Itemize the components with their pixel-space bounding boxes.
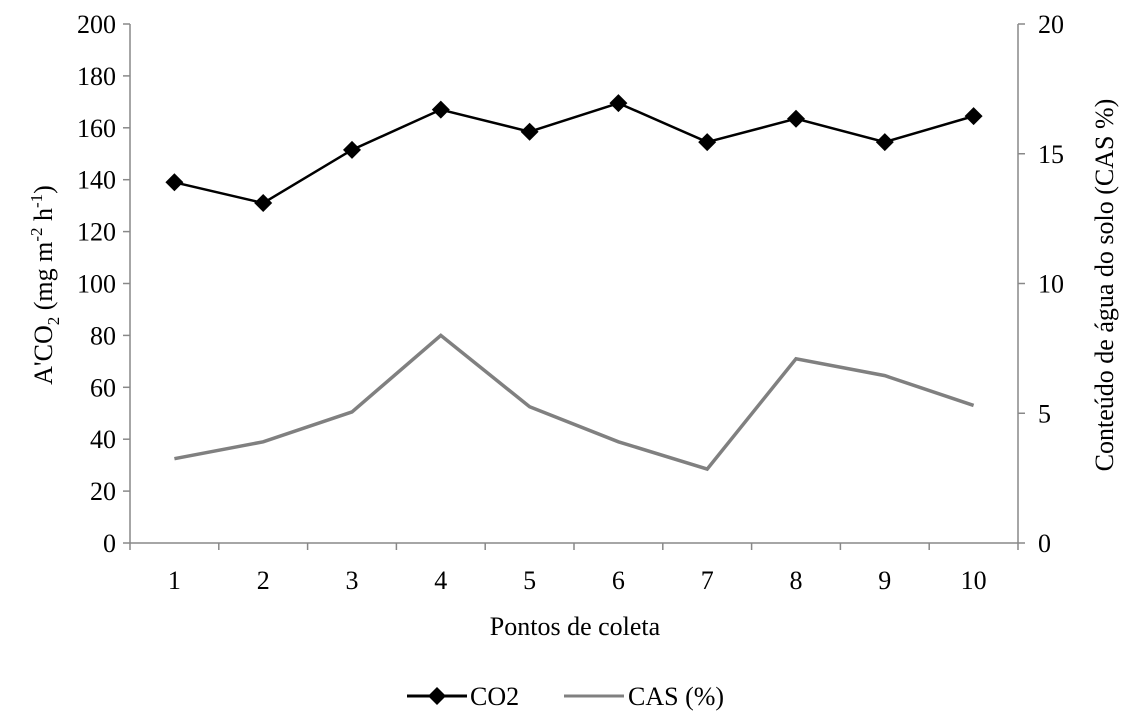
- right-axis-title: Conteúdo de água do solo (CAS %): [1090, 99, 1119, 472]
- series-line-cas: [174, 333, 975, 472]
- x-tick-label: 2: [257, 566, 270, 595]
- right-tick-label: 15: [1038, 140, 1064, 169]
- right-tick-label: 0: [1038, 529, 1051, 558]
- x-tick-label: 1: [168, 566, 181, 595]
- legend-item-co2: CO2: [407, 682, 519, 711]
- series-line-co2: [174, 101, 974, 205]
- left-tick-label: 40: [90, 425, 116, 454]
- right-tick-label: 10: [1038, 270, 1064, 299]
- y-axis-title-superscript-1: -2: [27, 227, 46, 241]
- x-axis-ticks: 1 2 3 4 5 6 7 8 9 10: [129, 543, 1019, 595]
- y-axis-title: A'CO2 (mg m-2 h-1): [27, 185, 63, 385]
- right-axis-ticks: 0 5 10 15 20: [1018, 10, 1064, 558]
- y-axis-title-end: ): [29, 185, 58, 194]
- co2-point: [964, 107, 983, 126]
- x-tick-label: 9: [878, 566, 891, 595]
- co2-point: [787, 109, 805, 128]
- co2-point: [609, 94, 628, 113]
- y-axis-title-subscript: 2: [44, 317, 63, 326]
- legend-marker-co2: [428, 687, 446, 705]
- y-axis-title-base: A'CO: [29, 325, 58, 385]
- legend-label-cas: CAS (%): [628, 682, 724, 711]
- x-tick-label: 3: [346, 566, 359, 595]
- x-tick-label: 4: [434, 566, 447, 595]
- legend: CO2 CAS (%): [407, 682, 724, 711]
- left-tick-label: 20: [90, 477, 116, 506]
- left-tick-label: 80: [90, 321, 116, 350]
- left-tick-label: 60: [90, 373, 116, 402]
- left-tick-label: 100: [77, 270, 116, 299]
- right-tick-label: 5: [1038, 399, 1051, 428]
- left-tick-label: 120: [77, 218, 116, 247]
- co2-point: [343, 140, 361, 159]
- x-tick-label: 5: [523, 566, 536, 595]
- co2-point: [254, 194, 273, 213]
- left-tick-label: 180: [77, 62, 116, 91]
- legend-item-cas: CAS (%): [564, 682, 724, 711]
- left-axis-ticks: 0 20 40 60 80 100 120 140 160 180 200: [77, 10, 130, 558]
- left-tick-label: 140: [77, 166, 116, 195]
- co2-point: [698, 133, 717, 152]
- x-tick-label: 10: [961, 566, 987, 595]
- co2-point: [431, 100, 450, 119]
- right-tick-label: 20: [1038, 10, 1064, 39]
- co2-point: [165, 173, 184, 192]
- series-layer: [165, 94, 983, 472]
- left-tick-label: 0: [103, 529, 116, 558]
- left-tick-label: 200: [77, 10, 116, 39]
- left-tick-label: 160: [77, 114, 116, 143]
- co2-point: [875, 133, 894, 152]
- co2-point: [520, 122, 539, 141]
- x-tick-label: 6: [612, 566, 625, 595]
- axes: [129, 24, 1019, 544]
- legend-label-co2: CO2: [470, 682, 519, 711]
- x-tick-label: 8: [790, 566, 803, 595]
- x-tick-label: 7: [701, 566, 714, 595]
- y-axis-title-superscript-2: -1: [27, 194, 46, 208]
- y-axis-title-mid: (mg m: [29, 242, 58, 317]
- y-axis-title-mid-2: h: [29, 208, 58, 228]
- x-axis-title: Pontos de coleta: [490, 612, 661, 641]
